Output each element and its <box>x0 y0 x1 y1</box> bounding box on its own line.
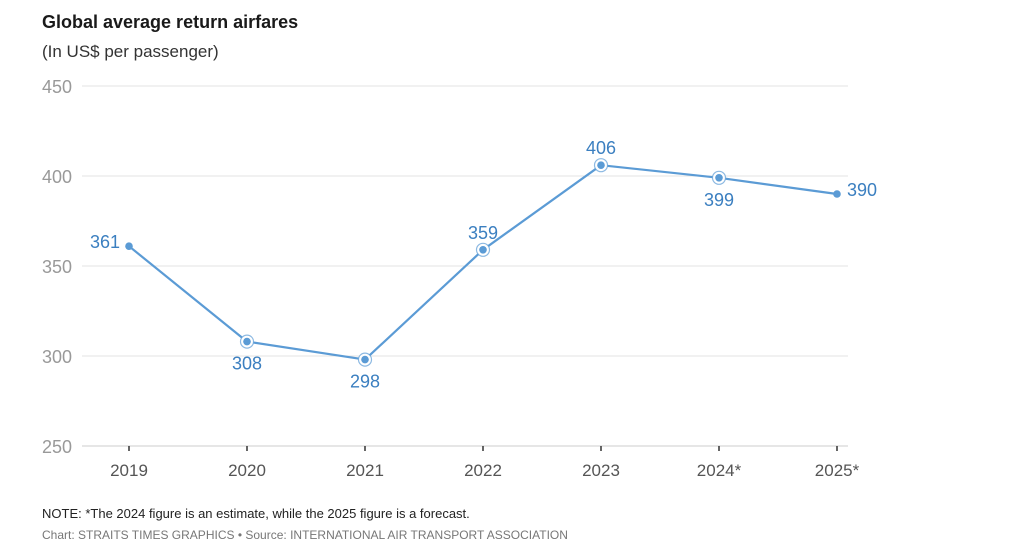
x-tick-label-2021: 2021 <box>346 461 384 480</box>
x-tick-label-2022: 2022 <box>464 461 502 480</box>
y-tick-label-300: 300 <box>42 347 72 367</box>
x-tick-label-2020: 2020 <box>228 461 266 480</box>
credit-chart-source: STRAITS TIMES GRAPHICS <box>78 528 235 542</box>
data-point-2023 <box>597 161 605 169</box>
data-label-2023: 406 <box>586 138 616 158</box>
grid-layer <box>82 85 848 357</box>
data-label-2024*: 399 <box>704 190 734 210</box>
data-point-2019 <box>125 242 133 250</box>
data-point-2021 <box>361 355 369 364</box>
data-point-2022 <box>479 246 487 254</box>
y-tick-label-400: 400 <box>42 167 72 187</box>
credit-chart-prefix: Chart: <box>42 528 79 542</box>
chart-subtitle: (In US$ per passenger) <box>42 42 219 61</box>
data-label-2020: 308 <box>232 354 262 374</box>
x-tick-label-2025*: 2025* <box>815 461 860 480</box>
x-tick-label-2024*: 2024* <box>697 461 742 480</box>
data-point-2024* <box>715 174 723 182</box>
data-label-2021: 298 <box>350 372 380 392</box>
data-point-2020 <box>243 337 251 346</box>
credit-source: INTERNATIONAL AIR TRANSPORT ASSOCIATION <box>290 528 568 542</box>
y-tick-label-450: 450 <box>42 77 72 97</box>
credit-source-prefix: Source: <box>245 528 291 542</box>
series-layer <box>125 158 841 367</box>
data-label-2022: 359 <box>468 223 498 243</box>
credit-separator: • <box>234 528 246 542</box>
y-tick-label-350: 350 <box>42 257 72 277</box>
label-layer: 361 308 298 359 406 399 390 <box>90 138 877 391</box>
y-tick-label-250: 250 <box>42 437 72 457</box>
data-label-2019: 361 <box>90 232 120 252</box>
chart-note: NOTE: *The 2024 figure is an estimate, w… <box>42 506 470 521</box>
axis-layer: 250 300 350 400 450 2019 2020 2021 2022 2023 2024*… <box>42 77 860 480</box>
x-tick-label-2019: 2019 <box>110 461 148 480</box>
data-label-2025*: 390 <box>847 180 877 200</box>
chart-title: Global average return airfares <box>42 12 299 32</box>
x-tick-label-2023: 2023 <box>582 461 620 480</box>
data-point-2025* <box>833 190 841 198</box>
chart-credit: Chart: STRAITS TIMES GRAPHICS • Source: … <box>42 528 568 542</box>
